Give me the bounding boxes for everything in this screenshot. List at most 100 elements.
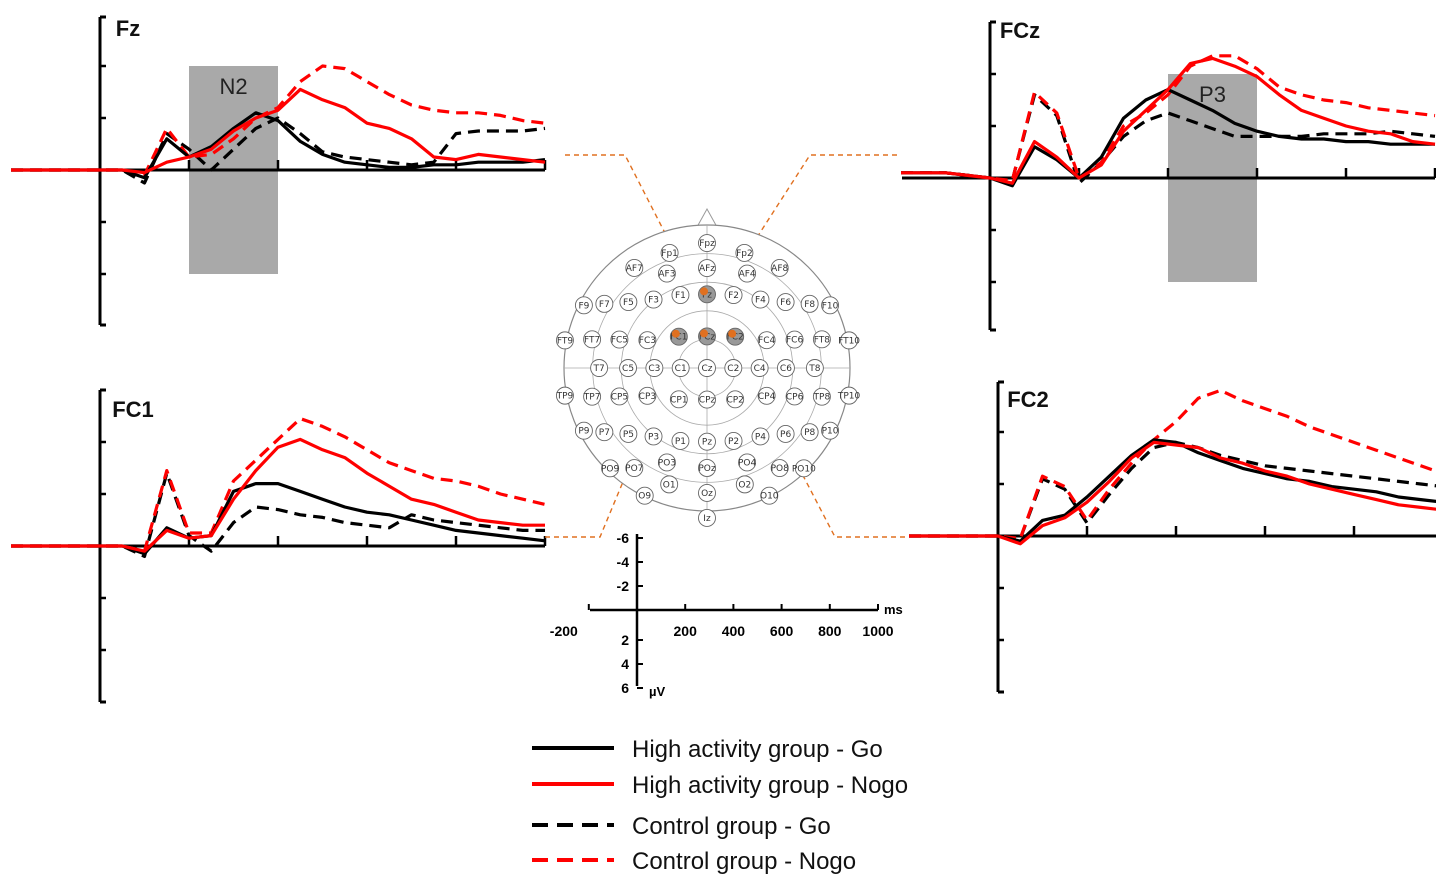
electrode-circle [601,459,620,478]
legend-label: Control group - Go [632,813,831,840]
electrode-label: CPz [699,396,716,406]
electrode-label: CP1 [670,395,687,405]
electrode-label: F6 [780,298,791,308]
erp-panels: N2 Fz P3 FCz FC1 FC2 [11,15,1436,704]
electrode-label: FC6 [786,336,803,346]
electrode-label: P5 [623,430,634,440]
electrode-c4: C4 [750,359,769,377]
electrode-f6: F6 [776,293,795,311]
electrode-f3: F3 [644,290,663,309]
electrode-label: C6 [780,364,792,374]
electrode-circle [660,243,679,262]
electrode-circle [726,390,745,409]
electrode-label: PO10 [792,464,816,474]
electrode-circle [698,359,716,377]
electrode-c2: C2 [724,359,743,377]
electrode-po7: PO7 [625,459,643,477]
erp-panel-fcz: P3 FCz [901,18,1436,332]
electrode-label: C2 [727,364,739,374]
electrode-label: PO7 [625,464,643,474]
electrode-ft7: FT7 [583,330,602,349]
electrode-label: TP9 [556,392,574,402]
electrode-circle [750,359,769,377]
electrode-po10: PO10 [792,459,816,478]
electrode-label: P7 [599,428,610,438]
electrode-p8: P8 [800,423,819,442]
electrode-label: FT7 [584,335,600,345]
electrode-t7: T7 [590,359,609,377]
scale-x-unit: ms [884,602,903,617]
electrode-label: AFz [699,264,715,274]
electrode-o1: O1 [660,475,679,494]
scale-bar: -200 200 400 600 800 1000 ms -6 -4 -2 2 4 6 µV [550,530,903,699]
electrode-circle [625,259,644,277]
electrode-fc3: FC3 [638,331,657,350]
electrode-label: AF3 [658,270,675,280]
electrode-circle [644,290,663,309]
electrode-fp1: Fp1 [660,243,679,262]
series-line-high-activity-group-nogo [11,87,546,175]
scale-x-tick-label: 400 [722,623,746,639]
electrode-label: P6 [780,430,791,440]
electrode-circle [812,330,831,349]
electrode-label: C1 [675,364,687,374]
panel-title: FCz [1000,18,1040,43]
scale-y-tick-label: 2 [621,632,629,648]
electrode-tp9: TP9 [555,386,574,405]
electrode-marker [671,329,680,338]
electrode-label: O2 [738,480,751,490]
electrode-circle [794,459,813,478]
series-line-control-group-nogo [909,388,1436,541]
scale-y-unit: µV [649,684,665,699]
electrode-ft9: FT9 [555,331,574,350]
electrode-label: PO4 [738,458,757,468]
electrode-circle [590,359,609,377]
legend-label: High activity group - Nogo [632,772,908,799]
electrode-o10: O10 [760,486,779,505]
electrode-label: Fz [702,290,712,300]
electrode-fp2: Fp2 [735,243,754,262]
electrode-af3: AF3 [657,264,676,283]
electrode-f4: F4 [751,290,770,309]
electrode-label: Fpz [699,239,715,249]
electrode-circle [821,421,840,440]
electrode-label: FC2 [727,333,744,343]
electrode-p4: P4 [751,427,770,446]
connector-line [565,154,708,316]
electrode-p1: P1 [671,431,690,450]
electrode-fc5: FC5 [610,330,629,349]
electrode-label: Iz [703,514,711,524]
scale-y-tick-label: -2 [617,578,630,594]
electrode-f9: F9 [574,296,593,315]
electrode-cp2: CP2 [726,390,745,409]
electrode-circle [574,296,593,315]
electrode-p9: P9 [574,421,593,440]
electrode-label: O10 [760,492,779,502]
electrode-label: AF4 [739,270,756,280]
electrode-p2: P2 [724,431,743,450]
electrode-label: CP4 [758,392,776,402]
electrode-p10: P10 [821,421,840,440]
series-line-high-activity-group-nogo [11,437,545,553]
electrode-af7: AF7 [625,259,644,277]
electrode-label: F9 [578,301,589,311]
series-line-high-activity-group-nogo [901,56,1436,185]
electrode-label: FC1 [670,333,687,343]
series-line-control-group-go [11,116,546,185]
electrode-label: T8 [808,364,820,374]
electrode-label: FT10 [838,336,860,346]
scale-x-tick-label: 1000 [862,623,893,639]
electrode-p3: P3 [644,427,663,446]
electrode-circle [698,484,716,502]
electrode-tp10: TP10 [837,386,861,405]
series-line-control-group-nogo [11,417,546,553]
electrode-marker [728,329,737,338]
electrode-label: P3 [648,432,659,442]
electrode-label: F3 [648,296,659,306]
electrode-label: C3 [648,364,660,374]
electrode-circle [669,390,688,409]
electrode-circle [657,453,676,472]
electrode-label: TP10 [837,392,861,402]
electrode-circle [555,386,574,405]
electrode-cp5: CP5 [610,387,629,406]
